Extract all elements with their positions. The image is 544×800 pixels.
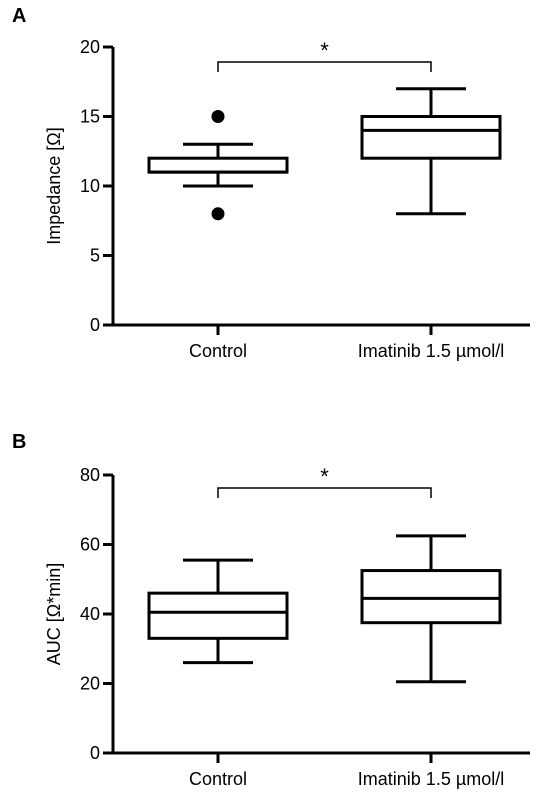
y-tick-label: 0 (90, 315, 100, 335)
y-axis-title: AUC [Ω*min] (44, 563, 64, 665)
significance-bracket (217, 487, 432, 498)
y-tick-label: 0 (90, 743, 100, 763)
box-iqr (147, 591, 289, 640)
y-tick-label: 80 (80, 465, 100, 485)
box-iqr (147, 156, 289, 174)
x-tick-label: Control (189, 341, 247, 361)
y-tick-label: 10 (80, 176, 100, 196)
y-tick-label: 15 (80, 107, 100, 127)
panel-label: A (12, 5, 26, 27)
x-tick-label: Control (189, 769, 247, 789)
y-tick-label: 20 (80, 674, 100, 694)
x-tick-label: Imatinib 1.5 µmol/l (358, 769, 504, 789)
y-tick-label: 20 (80, 37, 100, 57)
significance-bracket (217, 61, 432, 72)
significance-label: * (320, 38, 329, 63)
significance-label: * (320, 464, 329, 489)
y-axis-title: Impedance [Ω] (44, 127, 64, 245)
panel-label: B (12, 431, 26, 453)
box-iqr (360, 569, 502, 625)
outlier-point (211, 110, 225, 123)
outlier-point (211, 207, 225, 221)
y-tick-label: 60 (80, 535, 100, 555)
y-tick-label: 5 (90, 246, 100, 266)
y-tick-label: 40 (80, 604, 100, 624)
box-iqr (360, 115, 502, 160)
x-tick-label: Imatinib 1.5 µmol/l (358, 341, 504, 361)
